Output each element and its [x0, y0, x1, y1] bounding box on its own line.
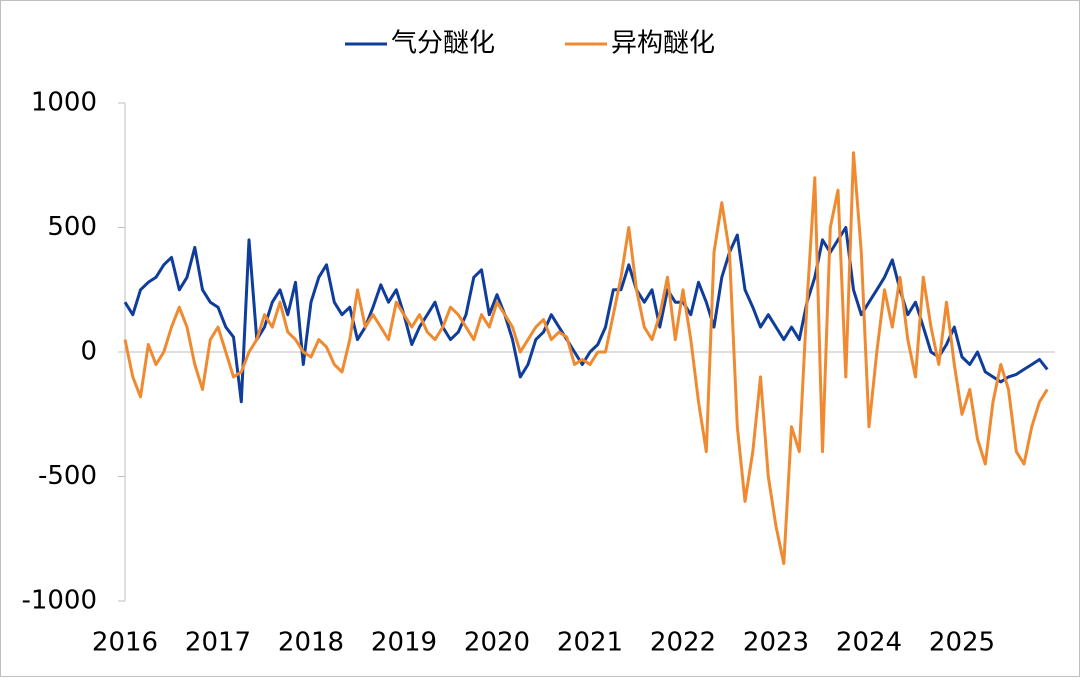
series-line — [123, 226, 1049, 404]
x-tick-label: 2022 — [650, 628, 716, 658]
x-tick-label: 2019 — [371, 628, 437, 658]
y-tick-label: 500 — [47, 212, 97, 242]
y-tick-label: 0 — [80, 337, 97, 367]
x-tick-label: 2023 — [743, 628, 809, 658]
x-tick-label: 2021 — [557, 628, 623, 658]
x-tick-label: 2017 — [185, 628, 251, 658]
x-tick-label: 2024 — [836, 628, 902, 658]
x-tick-label: 2020 — [464, 628, 530, 658]
y-tick-label: -500 — [38, 461, 97, 491]
x-tick-label: 2025 — [929, 628, 995, 658]
series-line — [123, 151, 1049, 566]
x-tick-label: 2016 — [92, 628, 158, 658]
y-tick-label: -1000 — [21, 586, 97, 616]
y-tick-label: 1000 — [31, 88, 97, 118]
x-tick-label: 2018 — [278, 628, 344, 658]
legend-label: 气分醚化 — [391, 29, 495, 59]
legend-label: 异构醚化 — [611, 29, 715, 59]
